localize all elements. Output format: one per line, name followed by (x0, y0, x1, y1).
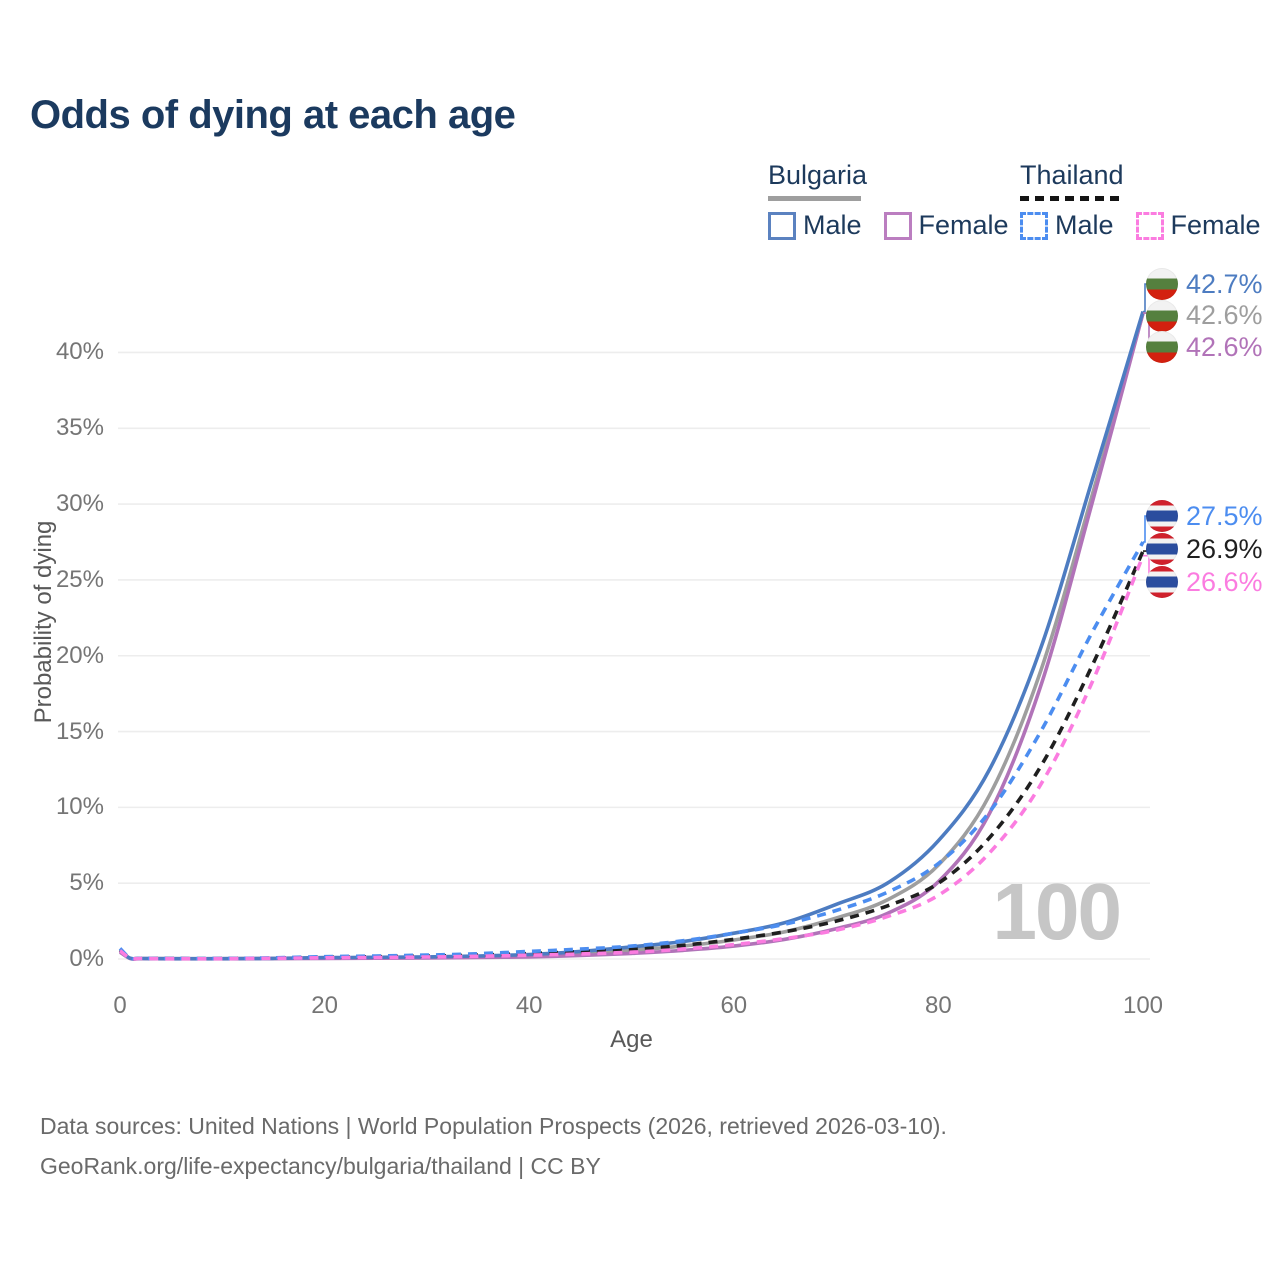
source-line: Data sources: United Nations | World Pop… (40, 1113, 947, 1139)
legend-item-thailand-female[interactable]: Female (1135, 210, 1261, 241)
x-tick-label: 100 (1122, 992, 1164, 1019)
x-tick-label: 20 (311, 992, 338, 1019)
end-label-value: 42.7% (1186, 268, 1263, 299)
legend-item-label: Female (918, 210, 1009, 240)
series-line-bulgaria-both[interactable] (118, 312, 1145, 961)
end-label-row-bulgaria: 42.7% (1146, 268, 1263, 300)
legend-country-linestyle (1020, 196, 1120, 201)
thailand-flag-icon (1146, 533, 1178, 565)
x-tick-label: 0 (113, 992, 127, 1019)
legend-item-label: Male (1055, 210, 1114, 240)
y-tick-label: 35% (55, 414, 104, 442)
bulgaria-flag-icon (1146, 331, 1178, 363)
y-tick-label: 10% (55, 793, 104, 821)
end-label-value: 27.5% (1186, 500, 1263, 531)
end-label-value: 42.6% (1186, 331, 1263, 362)
legend-swatch-icon (1135, 211, 1164, 240)
end-label-row-thailand: 26.6% (1146, 566, 1263, 598)
legend-item-thailand-male[interactable]: Male (1020, 210, 1114, 241)
y-tick-label: 40% (55, 338, 104, 366)
legend-country-label[interactable]: Bulgaria (768, 160, 868, 190)
thailand-flag-icon (1146, 500, 1178, 532)
end-label-row-bulgaria: 42.6% (1146, 299, 1263, 332)
license-line: GeoRank.org/life-expectancy/bulgaria/tha… (40, 1153, 601, 1180)
end-label-value: 26.9% (1186, 533, 1263, 564)
legend-item-label: Female (1170, 210, 1261, 240)
page-title: Odds of dying at each age (30, 93, 516, 137)
legend-group-thailand: Thailand Male Female (1020, 160, 1280, 241)
bulgaria-flag-icon (1146, 299, 1178, 332)
legend-swatch-icon (768, 211, 796, 240)
end-label-row-thailand: 27.5% (1146, 500, 1263, 532)
thailand-flag-icon (1146, 566, 1178, 598)
end-label-row-bulgaria: 42.6% (1146, 331, 1263, 363)
x-tick-label: 60 (720, 992, 748, 1019)
y-tick-label: 25% (55, 565, 104, 593)
y-tick-label: 30% (55, 490, 104, 518)
y-tick-label: 20% (55, 641, 104, 669)
x-tick-label: 80 (925, 992, 952, 1019)
legend-group-bulgaria: Bulgaria Male Female (768, 160, 1031, 241)
legend-country-linestyle (768, 196, 861, 201)
y-tick-label: 15% (55, 717, 104, 745)
legend-item-label: Male (803, 210, 862, 240)
x-axis-title: Age (610, 1026, 653, 1053)
end-label-value: 42.6% (1186, 300, 1263, 330)
legend-swatch-icon (883, 211, 912, 240)
end-label-row-thailand: 26.9% (1146, 533, 1263, 565)
bulgaria-flag-icon (1146, 268, 1178, 300)
series-line-bulgaria-male[interactable] (118, 310, 1145, 961)
legend-swatch-icon (1020, 211, 1048, 240)
legend-country-label[interactable]: Thailand (1020, 160, 1124, 190)
y-tick-label: 0% (69, 945, 104, 972)
age-counter-watermark: 100 (992, 867, 1122, 956)
y-tick-label: 5% (69, 869, 104, 897)
legend-item-bulgaria-male[interactable]: Male (768, 210, 862, 241)
x-tick-label: 40 (515, 992, 543, 1019)
end-label-value: 26.6% (1186, 566, 1263, 597)
series-line-bulgaria-female[interactable] (119, 312, 1145, 961)
legend-item-bulgaria-female[interactable]: Female (883, 210, 1009, 241)
source-attribution: Data sources: United Nations | World Pop… (40, 1106, 947, 1187)
